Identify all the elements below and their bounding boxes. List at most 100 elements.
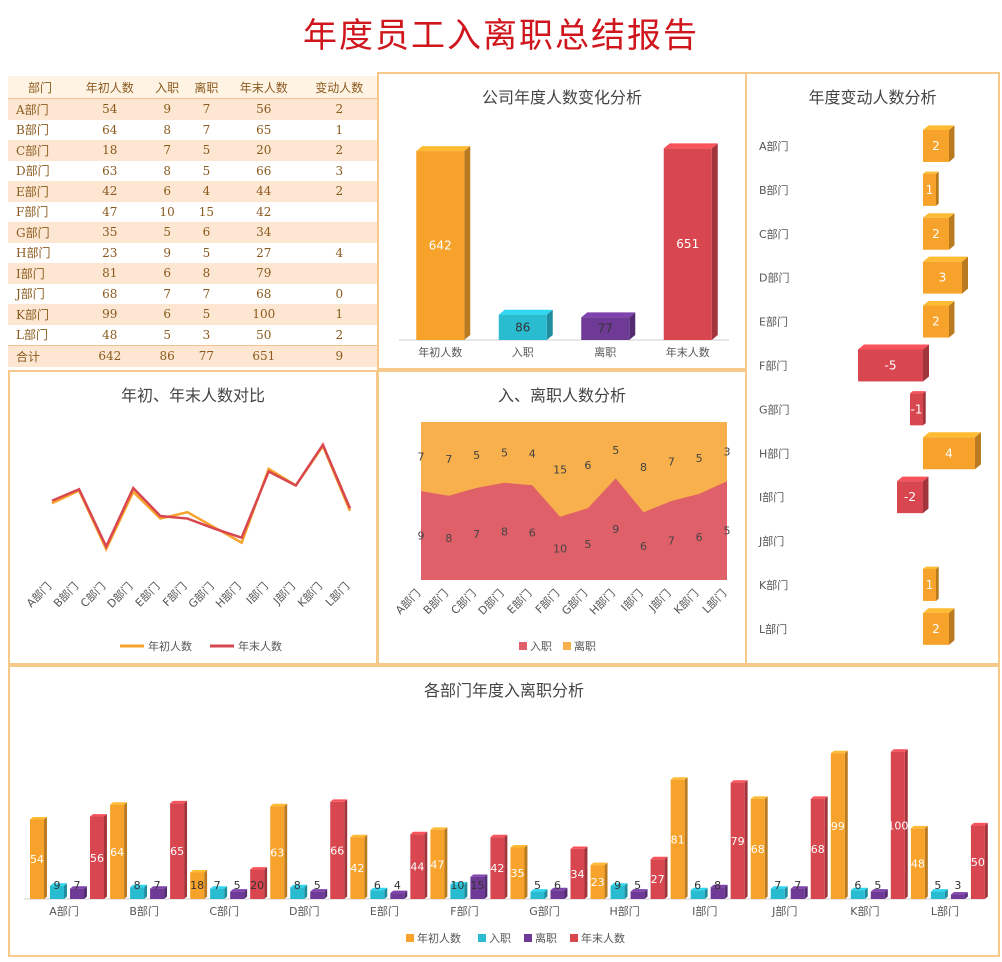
table-cell: C部门 xyxy=(8,140,73,161)
table-cell: 9 xyxy=(147,98,187,120)
table-cell: 2 xyxy=(301,140,377,161)
table-cell: 4 xyxy=(301,242,377,263)
data-label: 6 xyxy=(854,879,861,892)
data-label: 8 xyxy=(294,879,301,892)
bar-D部门-入职 xyxy=(290,884,308,899)
table-cell: 1 xyxy=(301,119,377,140)
bar-G部门-入职 xyxy=(530,889,548,899)
table-cell xyxy=(301,263,377,284)
data-label: 8 xyxy=(445,532,452,545)
data-label: 63 xyxy=(270,847,284,860)
data-label: 4 xyxy=(945,446,953,460)
table-cell: 2 xyxy=(301,181,377,202)
table-cell: L部门 xyxy=(8,324,73,346)
table-cell: 44 xyxy=(226,181,302,202)
data-label: 2 xyxy=(932,622,940,636)
table-cell: 68 xyxy=(226,283,302,304)
table-cell: 6 xyxy=(186,222,227,243)
bar-G部门 xyxy=(910,391,926,426)
legend-label: 年初人数 xyxy=(417,931,461,945)
bar-H部门-年末人数 xyxy=(650,856,668,899)
table-cell: D部门 xyxy=(8,160,73,181)
table-cell: 8 xyxy=(147,160,187,181)
data-label: 42 xyxy=(490,862,504,875)
tick-label: 年初人数 xyxy=(418,345,462,359)
table-total-row: 合计 642 86 77 651 9 xyxy=(8,345,377,367)
data-label: 48 xyxy=(911,858,925,871)
tick-label: D部门 xyxy=(289,904,319,918)
tick-label: I部门 xyxy=(692,904,717,918)
table-cell: G部门 xyxy=(8,222,73,243)
tick-label: C部门 xyxy=(77,579,108,610)
table-header-cell: 变动人数 xyxy=(301,76,377,99)
data-label: 68 xyxy=(751,843,765,856)
data-label: 7 xyxy=(473,528,480,541)
company-change-title: 公司年度人数变化分析 xyxy=(481,88,642,107)
table-cell: J部门 xyxy=(8,283,73,304)
tick-label: H部门 xyxy=(759,446,789,460)
data-label: 86 xyxy=(515,320,530,334)
data-label: 64 xyxy=(110,846,124,859)
data-label: 77 xyxy=(598,322,613,336)
table-cell: 5 xyxy=(147,324,187,346)
bar-D部门-年末人数 xyxy=(330,799,348,899)
bar-G部门-年末人数 xyxy=(570,846,588,899)
table-cell: 1 xyxy=(301,304,377,325)
bar-J部门-年末人数 xyxy=(810,796,828,899)
tick-label: B部门 xyxy=(759,183,789,197)
table-total-cell: 合计 xyxy=(8,345,73,367)
bar-F部门-年初人数 xyxy=(430,827,448,899)
table-cell: 6 xyxy=(147,304,187,325)
legend-swatch xyxy=(478,934,486,942)
tick-label: K部门 xyxy=(759,578,788,592)
data-label: 6 xyxy=(696,531,703,544)
data-label: 7 xyxy=(668,456,675,469)
data-label: 642 xyxy=(429,239,452,253)
begin-end-panel: 年初、年末人数对比 A部门 B部门 C部门 D部门 E部门 F部门 G部门 H部门 I部门 J部门… xyxy=(8,370,378,665)
data-label: 4 xyxy=(394,879,401,892)
data-label: 68 xyxy=(811,843,825,856)
tick-label: F部门 xyxy=(532,586,562,616)
table-row: H部门 23 9 5 27 4 xyxy=(8,242,377,263)
table-cell: 50 xyxy=(226,324,302,346)
table-cell: 2 xyxy=(301,98,377,120)
tick-label: J部门 xyxy=(269,579,297,607)
bar-E部门-年末人数 xyxy=(410,831,428,899)
table-cell: 0 xyxy=(301,283,377,304)
bar-L部门-入职 xyxy=(930,889,948,899)
dept-analysis-panel: 各部门年度入离职分析 54 9 7 56 A部门 64 8 7 65 B部门 18 7 5 20 C部门 63… xyxy=(8,665,1000,957)
data-label: 5 xyxy=(501,446,508,459)
legend-label: 离职 xyxy=(574,639,596,653)
data-label: 20 xyxy=(250,879,264,892)
table-row: E部门 42 6 4 44 2 xyxy=(8,181,377,202)
table-header-cell: 部门 xyxy=(8,76,73,99)
bar-F部门-离职 xyxy=(470,874,488,899)
bar-年末人数 xyxy=(663,143,718,340)
bar-C部门-年初人数 xyxy=(190,870,208,899)
bar-B部门 xyxy=(923,171,939,206)
table-cell: 48 xyxy=(72,324,148,346)
tick-label: H部门 xyxy=(587,586,618,617)
bar-G部门-离职 xyxy=(550,887,568,899)
tick-label: E部门 xyxy=(132,579,162,609)
data-label: 5 xyxy=(234,879,241,892)
bar-J部门-年初人数 xyxy=(750,796,768,899)
change-count-title: 年度变动人数分析 xyxy=(808,88,937,107)
table-row: A部门 54 9 7 56 2 xyxy=(8,98,377,120)
data-label: 44 xyxy=(410,861,424,874)
data-label: 5 xyxy=(724,525,731,538)
legend-swatch xyxy=(563,642,571,650)
bar-入职 xyxy=(498,309,553,340)
bar-A部门-离职 xyxy=(70,886,87,899)
bar-H部门-年初人数 xyxy=(590,862,608,899)
tick-label: 离职 xyxy=(594,345,616,359)
bar-D部门-离职 xyxy=(310,889,328,899)
table-cell: 42 xyxy=(226,201,302,222)
table-total-cell: 9 xyxy=(301,345,377,367)
data-label: 9 xyxy=(54,879,61,892)
table-body: A部门 54 9 7 56 2 B部门 64 8 7 65 1 C部门 18 7 5 20 2 D部门 63 8 5 66 3… xyxy=(8,98,377,367)
legend-label: 年初人数 xyxy=(148,639,192,653)
table-cell: 5 xyxy=(186,160,227,181)
data-label: 5 xyxy=(612,444,619,457)
table-row: K部门 99 6 5 100 1 xyxy=(8,304,377,325)
